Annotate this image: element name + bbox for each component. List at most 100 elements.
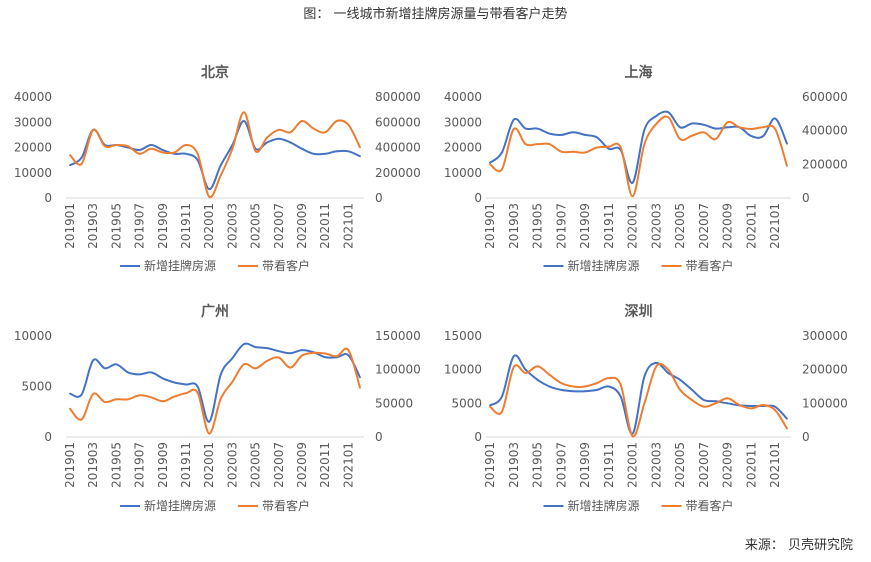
- right-y-tick-label: 100000: [802, 396, 848, 410]
- chart-shanghai: 上海01000020000300004000002000004000006000…: [444, 64, 848, 273]
- data-point: [762, 404, 765, 406]
- left-y-tick-label: 5000: [451, 396, 482, 410]
- data-point: [324, 352, 327, 355]
- data-point: [524, 143, 527, 145]
- data-point: [512, 366, 515, 368]
- data-point: [548, 143, 551, 145]
- data-point: [619, 383, 622, 386]
- x-tick-label: 202011: [318, 442, 332, 488]
- data-point: [335, 355, 338, 358]
- data-point: [92, 128, 95, 131]
- right-y-tick-label: 800000: [375, 90, 421, 104]
- data-point: [173, 395, 176, 398]
- series-line-1: [69, 342, 361, 423]
- data-point: [266, 136, 269, 139]
- page-title: 图： 一线城市新增挂牌房源量与带看客户走势: [303, 7, 568, 22]
- data-point: [254, 346, 257, 348]
- data-point: [138, 394, 141, 397]
- data-point: [347, 123, 350, 126]
- right-y-tick-label: 0: [375, 191, 383, 205]
- data-point: [607, 147, 610, 150]
- left-y-tick-label: 5000: [21, 380, 52, 394]
- data-point: [312, 127, 315, 130]
- data-point: [631, 435, 634, 438]
- data-point: [138, 373, 141, 376]
- data-point: [536, 127, 539, 130]
- data-point: [631, 195, 634, 198]
- data-point: [643, 375, 646, 378]
- data-point: [150, 144, 153, 146]
- left-y-tick-label: 40000: [14, 90, 52, 104]
- data-point: [289, 141, 292, 144]
- data-point: [92, 393, 95, 395]
- data-point: [548, 132, 551, 135]
- data-point: [243, 343, 245, 345]
- data-point: [607, 145, 610, 148]
- data-point: [702, 399, 705, 401]
- x-tick-label: 201905: [109, 203, 123, 249]
- data-point: [208, 188, 211, 191]
- data-point: [714, 138, 717, 140]
- data-point: [80, 393, 83, 396]
- data-point: [536, 378, 539, 381]
- data-point: [702, 405, 705, 408]
- data-point: [667, 111, 670, 114]
- data-point: [524, 372, 527, 374]
- data-point: [219, 373, 222, 376]
- data-point: [127, 145, 129, 148]
- data-point: [301, 120, 303, 122]
- data-point: [301, 354, 303, 357]
- data-point: [335, 120, 338, 122]
- data-point: [655, 115, 658, 117]
- data-point: [560, 134, 563, 136]
- data-point: [161, 149, 164, 151]
- x-tick-label: 201907: [133, 442, 147, 488]
- x-tick-label: 201911: [602, 203, 616, 249]
- x-tick-label: 201901: [483, 203, 497, 249]
- series-line-2: [489, 115, 788, 198]
- data-point: [69, 164, 71, 167]
- data-point: [762, 135, 765, 137]
- x-tick-label: 202003: [225, 442, 239, 488]
- data-point: [277, 137, 280, 140]
- data-point: [786, 165, 788, 167]
- chart-title: 北京: [201, 64, 229, 81]
- data-point: [359, 386, 361, 389]
- data-point: [762, 126, 765, 129]
- x-tick-label: 201903: [507, 442, 521, 488]
- data-point: [277, 128, 280, 131]
- data-point: [150, 147, 153, 150]
- x-tick-label: 201903: [86, 442, 100, 488]
- left-y-tick-label: 0: [44, 430, 52, 444]
- data-point: [185, 152, 187, 155]
- data-point: [277, 356, 280, 359]
- right-y-tick-label: 200000: [375, 166, 421, 180]
- left-y-tick-label: 0: [44, 191, 52, 205]
- x-tick-label: 201907: [554, 203, 568, 249]
- data-point: [512, 355, 515, 358]
- data-point: [161, 151, 164, 154]
- data-point: [185, 392, 187, 395]
- x-tick-label: 202005: [673, 442, 687, 488]
- data-point: [631, 181, 634, 184]
- data-point: [347, 354, 350, 357]
- chart-shenzhen: 深圳 0 5000 10000 15000 0 100000 200000 300000 2019…: [444, 303, 848, 513]
- right-y-tick-label: 0: [802, 191, 810, 205]
- data-point: [643, 402, 646, 405]
- data-point: [643, 143, 646, 145]
- x-tick-label: 202007: [272, 442, 286, 488]
- left-y-tick-label: 10000: [444, 166, 482, 180]
- data-point: [173, 381, 176, 384]
- x-tick-label: 202009: [295, 442, 309, 488]
- x-tick-label: 201907: [133, 203, 147, 249]
- data-point: [655, 365, 658, 368]
- data-point: [243, 120, 245, 122]
- x-tick-label: 202011: [744, 442, 758, 488]
- data-point: [667, 372, 670, 374]
- x-tick-label: 201909: [578, 203, 592, 249]
- x-tick-label: 202011: [744, 203, 758, 249]
- data-point: [92, 359, 95, 362]
- data-point: [243, 111, 245, 114]
- data-point: [359, 155, 361, 158]
